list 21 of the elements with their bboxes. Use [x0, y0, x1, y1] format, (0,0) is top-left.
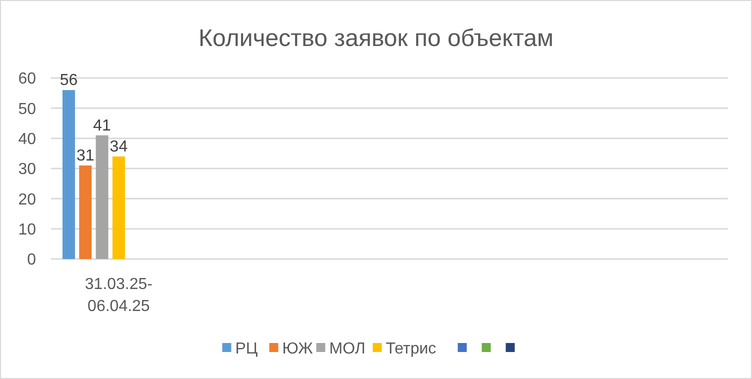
- x-tick-label: 31.03.25-06.04.25: [84, 276, 153, 315]
- y-tick-label: 20: [18, 191, 36, 208]
- bar: [96, 135, 108, 259]
- chart-title: Количество заявок по объектам: [198, 25, 554, 52]
- legend-label: Тетрис: [386, 340, 436, 358]
- y-tick-label: 60: [18, 70, 36, 88]
- bar: [79, 165, 92, 259]
- legend-label: РЦ: [235, 340, 258, 358]
- data-label: 41: [93, 117, 112, 134]
- data-label: 31: [76, 147, 94, 164]
- y-tick-label: 0: [27, 252, 36, 269]
- bar: [62, 90, 75, 259]
- legend-label: МОЛ: [329, 340, 366, 358]
- y-tick-label: 30: [18, 161, 36, 178]
- legend-label: ЮЖ: [282, 340, 314, 358]
- y-tick-label: 40: [18, 130, 36, 148]
- data-label: 34: [110, 138, 128, 156]
- bar: [112, 156, 125, 259]
- data-label: 56: [60, 72, 78, 90]
- y-tick-label: 50: [18, 100, 36, 118]
- y-tick-label: 10: [18, 221, 36, 238]
